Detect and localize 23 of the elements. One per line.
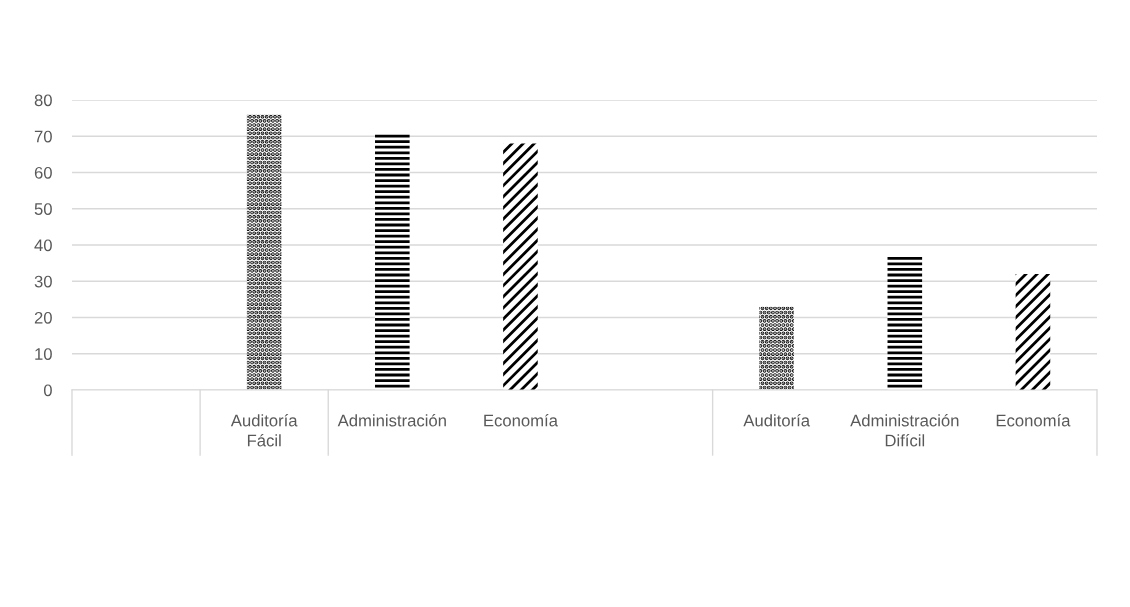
y-tick-label: 40: [34, 239, 52, 252]
y-tick-label: 60: [34, 166, 52, 179]
y-tick-label: 0: [43, 384, 52, 397]
x-tick-label: Administración: [337, 414, 446, 427]
text: Difícil: [885, 434, 925, 447]
y-tick-label: 20: [34, 311, 52, 324]
y-tick-label: 10: [35, 348, 52, 360]
bar: [759, 306, 794, 390]
y-tick-label: 70: [34, 130, 52, 143]
y-tick-label: 30: [34, 275, 52, 288]
y-tick-label: 50: [34, 203, 52, 215]
x-tick-label: Economía: [484, 414, 558, 427]
y-tick-label: 80: [34, 94, 52, 107]
bar: [1015, 274, 1051, 390]
x-tick-label: Auditoría: [743, 414, 811, 427]
bar: [503, 143, 538, 390]
bar: [375, 132, 410, 390]
bar: [246, 114, 282, 390]
bar: [887, 255, 923, 390]
x-tick-label: Auditoría: [230, 414, 298, 427]
text: Fácil: [247, 434, 281, 447]
x-tick-label: Economía: [996, 414, 1071, 427]
x-tick-label: Administración: [850, 414, 959, 427]
